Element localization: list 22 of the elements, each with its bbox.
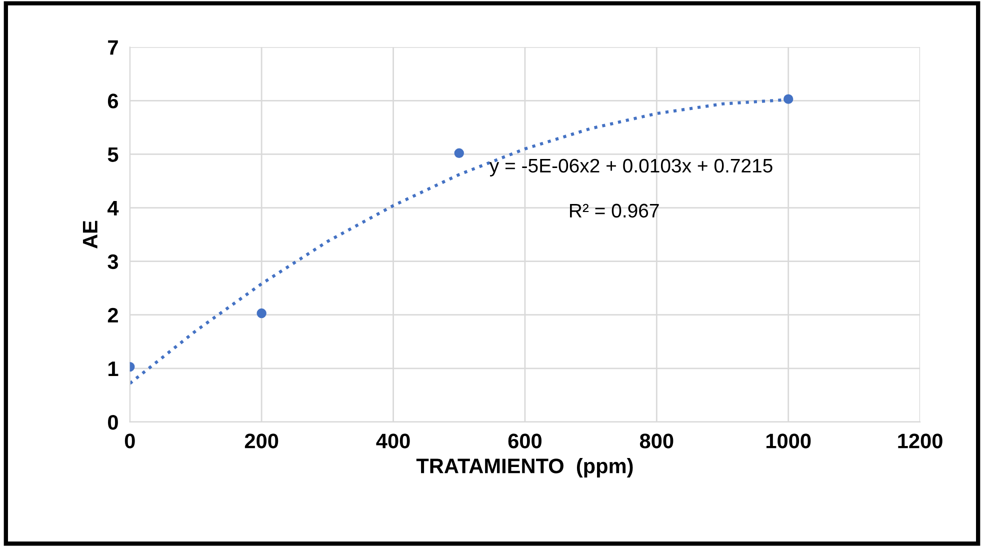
x-tick-label: 1200 [898, 434, 942, 448]
y-axis-title: AE [82, 220, 98, 248]
y-tick-label: 6 [108, 94, 118, 108]
annotation: R² = 0.967 [570, 204, 659, 218]
annotation: y = -5E-06x2 + 0.0103x + 0.7215 [489, 158, 772, 176]
x-tick-label: 800 [640, 434, 674, 448]
x-axis-title: TRATAMIENTO (ppm) [416, 458, 633, 478]
y-tick-label: 3 [108, 254, 118, 270]
y-tick-label: 2 [108, 308, 118, 322]
y-tick-label: 7 [108, 40, 118, 55]
x-tick-label: 200 [244, 434, 278, 448]
y-tick-label: 5 [108, 147, 118, 162]
x-tick-label: 0 [124, 434, 135, 448]
x-tick-label: 1000 [766, 434, 811, 448]
y-tick-label: 0 [108, 414, 118, 430]
point [783, 94, 794, 104]
x-tick-label: 400 [376, 434, 410, 448]
y-tick-label: 1 [108, 362, 118, 376]
y-tick-label: 4 [108, 200, 119, 216]
point [454, 148, 464, 158]
x-tick-label: 600 [508, 434, 542, 448]
point [256, 308, 266, 318]
